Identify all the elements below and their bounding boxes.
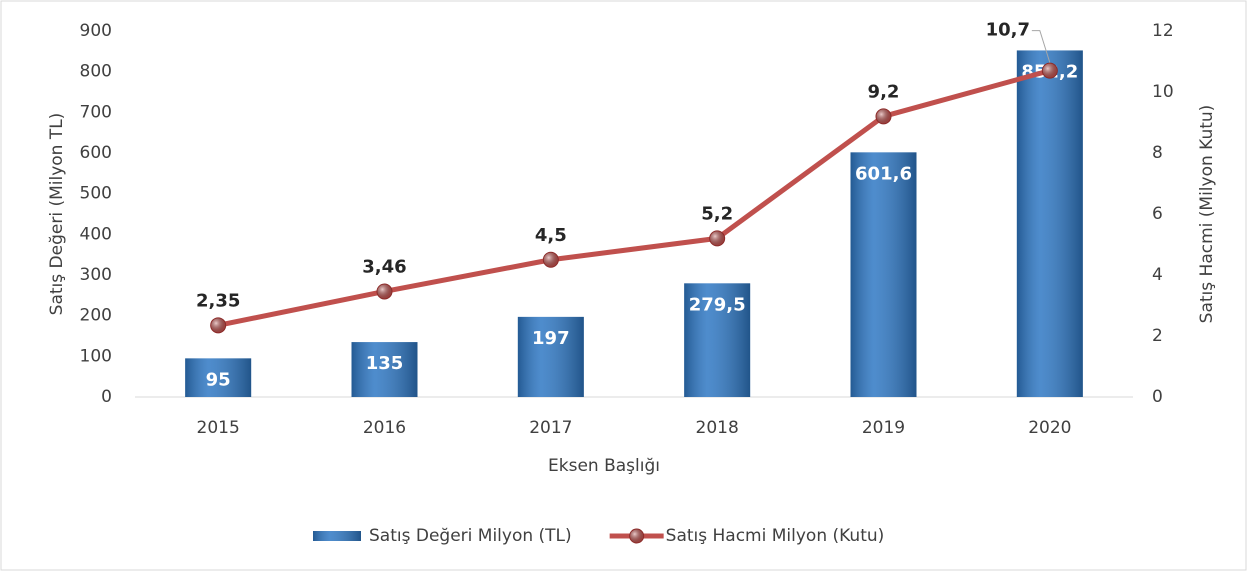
y2-tick-label: 0 xyxy=(1152,387,1163,407)
bar-value-label: 95 xyxy=(206,369,231,390)
y-tick-label: 0 xyxy=(101,387,112,407)
line-value-label: 9,2 xyxy=(868,81,900,102)
x-tick-label: 2019 xyxy=(862,418,905,438)
legend-label: Satış Hacmi Milyon (Kutu) xyxy=(666,526,885,546)
x-axis-title: Eksen Başlığı xyxy=(548,456,660,476)
marker-shine xyxy=(710,231,725,246)
bar-shine xyxy=(351,342,418,397)
bar-shine xyxy=(850,152,917,397)
x-tick-label: 2016 xyxy=(363,418,406,438)
bar-shine xyxy=(1016,50,1083,398)
x-tick-label: 2015 xyxy=(197,418,240,438)
y-tick-label: 300 xyxy=(80,265,112,285)
line xyxy=(217,68,1051,328)
y2-tick-label: 10 xyxy=(1152,82,1174,102)
y2-tick-label: 12 xyxy=(1152,21,1174,41)
bar-shine xyxy=(517,316,584,397)
y-tick-label: 600 xyxy=(80,143,112,163)
bar-shine xyxy=(684,283,751,397)
y-tick-label: 400 xyxy=(80,224,112,244)
x-tick-label: 2020 xyxy=(1028,418,1071,438)
line-value-label: 5,2 xyxy=(701,203,733,224)
line-value-label: 3,46 xyxy=(362,256,406,277)
y2-tick-label: 4 xyxy=(1152,265,1163,285)
y2-axis-title: Satış Hacmi (Milyon Kutu) xyxy=(1197,105,1217,324)
bar-value-label: 601,6 xyxy=(855,163,912,184)
marker-shine xyxy=(543,252,558,267)
y2-tick-label: 2 xyxy=(1152,326,1163,346)
bar-shine xyxy=(185,358,252,397)
bar-value-label: 279,5 xyxy=(689,294,746,315)
line-value-label: 4,5 xyxy=(535,225,567,246)
y-tick-label: 100 xyxy=(80,346,112,366)
y-tick-label: 200 xyxy=(80,306,112,326)
y2-tick-label: 8 xyxy=(1152,143,1163,163)
x-tick-label: 2017 xyxy=(529,418,572,438)
x-tick-label: 2018 xyxy=(696,418,739,438)
line-value-label: 2,35 xyxy=(196,290,240,311)
marker-shine xyxy=(377,284,392,299)
marker-shine xyxy=(1042,63,1057,78)
y2-tick-label: 6 xyxy=(1152,204,1163,224)
line-value-label: 10,7 xyxy=(986,20,1030,41)
legend-swatch-shine xyxy=(313,531,361,541)
bar-value-label: 197 xyxy=(532,328,570,349)
marker-shine xyxy=(211,318,226,333)
marker-shine xyxy=(876,109,891,124)
leader-line xyxy=(1031,30,1051,63)
legend-marker-shine xyxy=(630,529,644,543)
y-tick-label: 800 xyxy=(80,62,112,82)
y-tick-label: 500 xyxy=(80,184,112,204)
legend-label: Satış Değeri Milyon (TL) xyxy=(369,526,572,546)
y-tick-label: 900 xyxy=(80,21,112,41)
y-tick-label: 700 xyxy=(80,102,112,122)
bar-value-label: 135 xyxy=(366,353,404,374)
y-axis-title: Satış Değeri (Milyon TL) xyxy=(47,113,67,316)
